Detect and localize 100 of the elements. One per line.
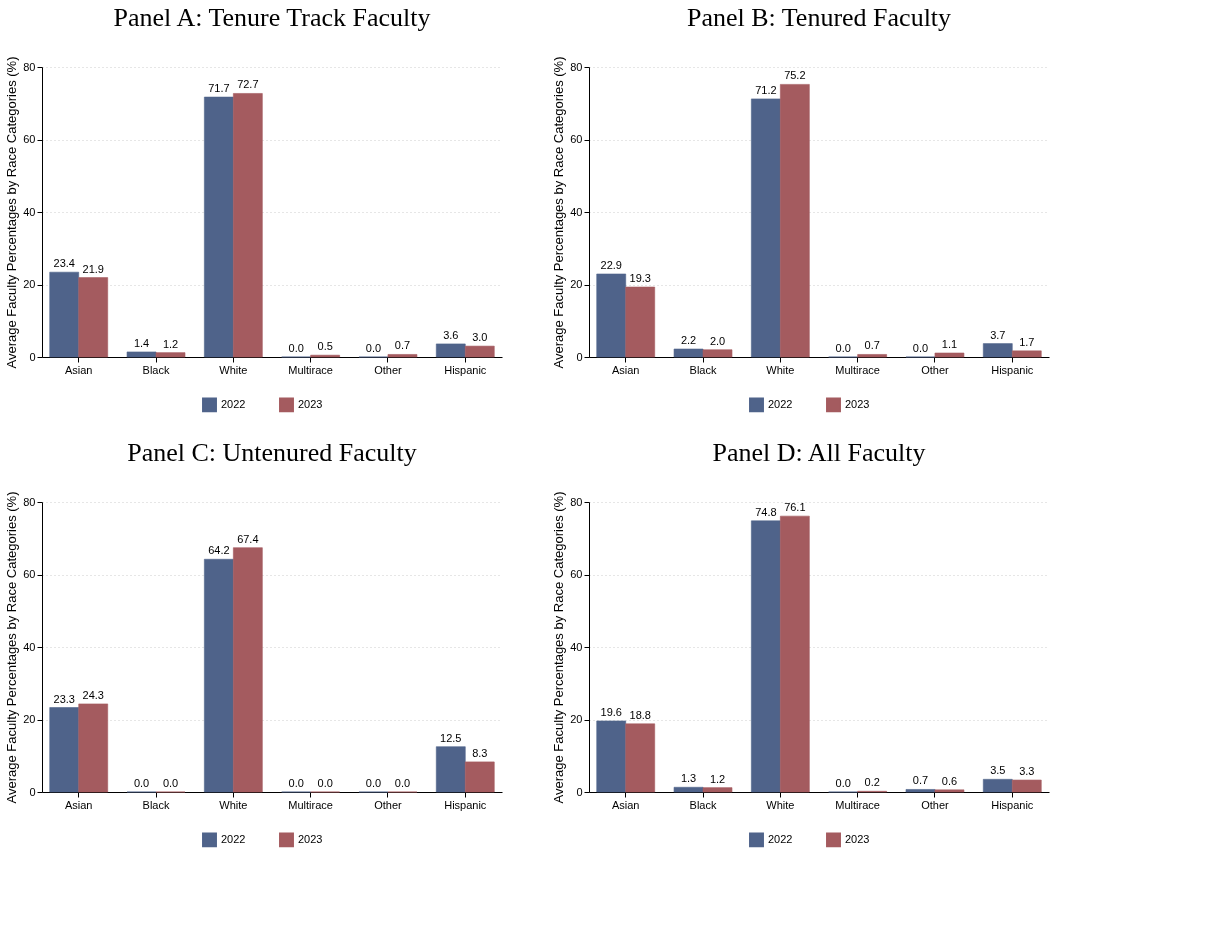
x-tick-label: Other: [921, 798, 950, 811]
x-tick-label: Hispanic: [991, 363, 1034, 376]
legend-label: 2022: [768, 397, 793, 410]
y-tick-label: 40: [570, 205, 583, 218]
y-tick-label: 40: [23, 640, 36, 653]
y-tick-label: 0: [576, 350, 583, 363]
x-tick-label: Asian: [64, 798, 93, 811]
bar: [464, 761, 495, 793]
x-tick-label: Black: [689, 798, 717, 811]
data-label: 12.5: [440, 731, 462, 744]
y-tick-label: 20: [23, 713, 36, 725]
y-axis-title: Average Faculty Percentages by Race Categories (%): [4, 491, 20, 804]
x-tick-label: Black: [689, 363, 717, 376]
data-label: 0.0: [288, 342, 304, 354]
data-label: 1.7: [1019, 335, 1035, 348]
y-tick-label: 40: [23, 205, 36, 218]
data-label: 3.0: [472, 331, 488, 344]
y-axis-title: Average Faculty Percentages by Race Categories (%): [551, 56, 567, 369]
data-label: 18.8: [629, 708, 651, 721]
data-label: 23.3: [53, 692, 75, 705]
data-label: 74.8: [755, 505, 777, 518]
bar: [1011, 350, 1042, 358]
y-tick-label: 40: [570, 640, 583, 653]
data-label: 0.7: [864, 339, 880, 352]
bar: [673, 348, 704, 358]
data-label: 0.0: [288, 777, 304, 789]
data-label: 3.3: [1019, 765, 1035, 778]
x-tick-label: Asian: [64, 363, 93, 376]
bar: [625, 286, 656, 358]
y-tick-label: 60: [570, 133, 583, 145]
data-label: 0.0: [835, 342, 851, 354]
legend-label: 2023: [845, 832, 870, 845]
data-label: 1.1: [941, 338, 958, 351]
bar: [204, 558, 234, 793]
y-tick-label: 0: [29, 785, 36, 798]
data-label: 75.2: [784, 69, 806, 82]
data-label: 64.2: [208, 544, 230, 557]
data-label: 0.0: [317, 777, 333, 789]
data-label: 3.6: [443, 328, 459, 341]
y-tick-label: 60: [23, 133, 36, 145]
data-label: 0.0: [365, 777, 382, 789]
data-label: 71.7: [208, 82, 230, 95]
x-tick-label: White: [766, 363, 795, 376]
x-tick-label: Black: [142, 798, 170, 811]
x-tick-label: Other: [374, 798, 403, 811]
y-tick-label: 60: [23, 568, 36, 580]
y-axis-title: Average Faculty Percentages by Race Categories (%): [551, 491, 567, 804]
chart-title: Panel A: Tenure Track Faculty: [113, 3, 431, 33]
y-tick-label: 80: [570, 60, 583, 73]
y-tick-label: 0: [29, 350, 36, 363]
data-label: 1.4: [133, 336, 150, 349]
data-label: 0.5: [317, 340, 333, 353]
y-tick-label: 60: [570, 568, 583, 580]
x-tick-label: White: [219, 798, 248, 811]
y-axis-title: Average Faculty Percentages by Race Categories (%): [4, 56, 20, 369]
data-label: 23.4: [53, 257, 75, 270]
legend-label: 2023: [845, 397, 870, 410]
bar: [204, 96, 234, 358]
bar: [1011, 779, 1042, 793]
bar: [233, 93, 263, 358]
x-tick-label: Multirace: [835, 363, 880, 376]
bar: [857, 354, 887, 358]
bar: [387, 354, 418, 358]
data-label: 24.3: [82, 688, 104, 701]
bar: [233, 547, 263, 793]
x-tick-label: Multirace: [288, 363, 333, 376]
data-label: 0.0: [394, 777, 411, 789]
bar: [751, 98, 781, 358]
data-label: 2.0: [709, 334, 726, 347]
bar: [49, 271, 80, 358]
x-tick-label: Black: [142, 363, 170, 376]
bar: [596, 273, 627, 358]
x-tick-label: Multirace: [835, 798, 880, 811]
chart-title: Panel B: Tenured Faculty: [686, 3, 952, 33]
chart-title: Panel C: Untenured Faculty: [127, 438, 417, 468]
data-label: 3.7: [990, 328, 1006, 341]
bar: [982, 343, 1013, 358]
data-label: 0.7: [394, 339, 411, 352]
x-tick-label: White: [766, 798, 795, 811]
x-tick-label: Multirace: [288, 798, 333, 811]
bar: [435, 343, 466, 358]
data-label: 0.2: [864, 776, 880, 789]
data-label: 76.1: [784, 501, 806, 514]
data-label: 0.0: [133, 777, 150, 789]
data-label: 2.2: [680, 334, 697, 347]
bar: [702, 787, 733, 793]
bar: [596, 720, 627, 793]
data-label: 1.2: [709, 772, 726, 785]
data-label: 19.6: [600, 705, 622, 718]
data-label: 0.7: [912, 774, 929, 787]
bar: [78, 703, 109, 793]
bar: [625, 723, 656, 793]
chart-title: Panel D: All Faculty: [712, 438, 926, 468]
bar: [702, 349, 733, 358]
bar: [982, 779, 1013, 793]
x-tick-label: Other: [921, 363, 950, 376]
y-tick-label: 20: [23, 278, 36, 290]
x-tick-label: Hispanic: [444, 798, 487, 811]
legend-label: 2023: [298, 832, 323, 845]
bar: [751, 520, 781, 793]
